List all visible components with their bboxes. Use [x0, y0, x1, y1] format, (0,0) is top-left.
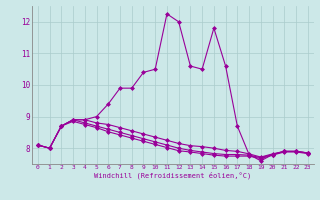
X-axis label: Windchill (Refroidissement éolien,°C): Windchill (Refroidissement éolien,°C) [94, 172, 252, 179]
